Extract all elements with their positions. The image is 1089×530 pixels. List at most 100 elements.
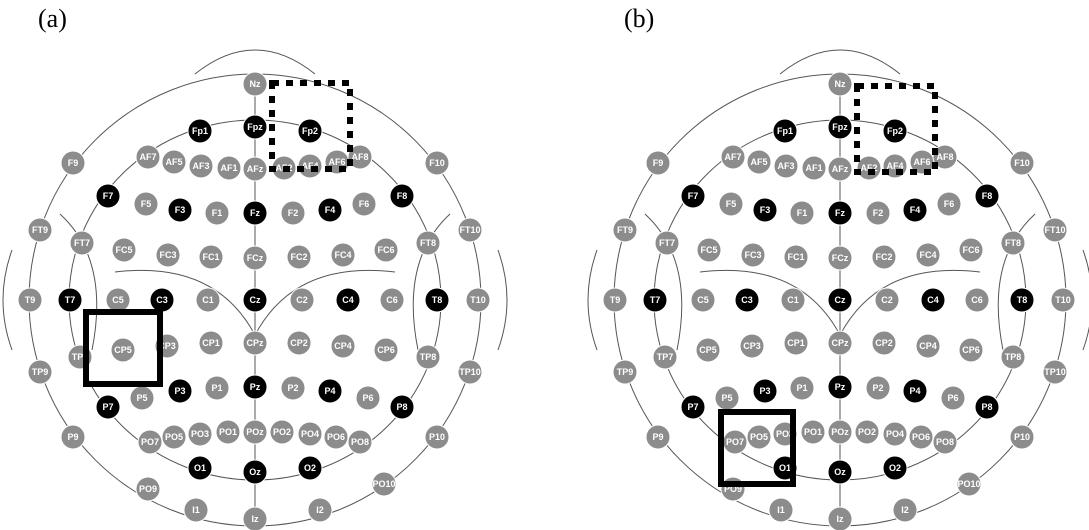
electrode-t8: T8 <box>1009 287 1035 313</box>
electrode-label: Fp1 <box>777 126 793 136</box>
electrode-p9: P9 <box>645 424 671 450</box>
electrode-po6: PO6 <box>908 424 934 450</box>
electrode-label: PO4 <box>301 429 319 439</box>
electrode-c1: C1 <box>780 287 806 313</box>
electrode-label: P7 <box>102 402 113 412</box>
electrode-label: F9 <box>653 158 664 168</box>
electrode-fc1: FC1 <box>198 244 224 270</box>
electrode-label: AF8 <box>351 152 368 162</box>
electrode-dot <box>371 471 397 497</box>
electrode-dot <box>187 421 213 447</box>
electrode-dot <box>167 197 193 223</box>
electrode-label: FC6 <box>377 245 394 255</box>
electrode-dot <box>932 429 958 455</box>
electrode-dot <box>424 424 450 450</box>
electrode-label: PO4 <box>886 429 904 439</box>
electrode-dot <box>827 71 853 97</box>
electrode-label: AFz <box>247 164 264 174</box>
electrode-dot <box>415 344 441 370</box>
electrode-dot <box>612 359 638 385</box>
electrode-label: FC4 <box>919 250 936 260</box>
electrode-dot <box>27 359 53 385</box>
electrode-label: C3 <box>156 295 168 305</box>
electrode-o2: O2 <box>882 455 908 481</box>
electrode-label: CP6 <box>962 345 980 355</box>
electrode-po9: PO9 <box>135 476 161 502</box>
electrode-dot <box>783 244 809 270</box>
electrode-label: T10 <box>1055 295 1071 305</box>
electrode-label: P6 <box>947 393 958 403</box>
electrode-label: CP1 <box>202 338 220 348</box>
electrode-label: P3 <box>174 386 185 396</box>
electrode-label: PO2 <box>273 427 291 437</box>
solid-highlight-box <box>83 309 163 387</box>
electrode-label: PO9 <box>139 484 157 494</box>
dotted-highlight-box <box>269 80 353 172</box>
electrode-label: PO6 <box>327 432 345 442</box>
electrode-label: C1 <box>202 295 214 305</box>
electrode-label: I2 <box>901 505 909 515</box>
electrode-dot <box>297 421 323 447</box>
electrode-p6: P6 <box>940 385 966 411</box>
electrode-dot <box>865 200 891 226</box>
electrode-f6: F6 <box>351 191 377 217</box>
electrode-label: Iz <box>251 514 259 524</box>
electrode-c6: C6 <box>964 287 990 313</box>
electrode-dot <box>974 394 1000 420</box>
electrode-f2: F2 <box>865 200 891 226</box>
electrode-label: F7 <box>688 191 699 201</box>
electrode-label: FC6 <box>962 245 979 255</box>
electrode-dot <box>892 497 918 523</box>
electrode-label: FT9 <box>32 225 48 235</box>
electrode-i2: I2 <box>307 497 333 523</box>
electrode-label: FT7 <box>74 238 90 248</box>
electrode-label: PO8 <box>351 437 369 447</box>
electrode-pz: Pz <box>242 374 268 400</box>
electrode-label: C6 <box>386 295 398 305</box>
electrode-dot <box>57 287 83 313</box>
electrode-af7: AF7 <box>135 144 161 170</box>
electrode-label: AF2 <box>860 163 877 173</box>
electrode-label: CPz <box>831 338 849 348</box>
electrode-dot <box>215 419 241 445</box>
electrode-dot <box>187 118 213 144</box>
electrode-t8: T8 <box>424 287 450 313</box>
electrode-label: TP9 <box>32 367 49 377</box>
electrode-label: CP5 <box>699 345 717 355</box>
electrode-label: FT8 <box>420 238 436 248</box>
electrode-dot <box>457 217 483 243</box>
electrode-label: Pz <box>835 382 846 392</box>
electrode-dot <box>602 287 628 313</box>
electrode-pz: Pz <box>827 374 853 400</box>
electrode-dot <box>60 424 86 450</box>
electrode-label: F10 <box>429 158 445 168</box>
electrode-t7: T7 <box>642 287 668 313</box>
electrode-label: P10 <box>1014 432 1030 442</box>
electrode-dot <box>195 287 221 313</box>
electrode-dot <box>347 429 373 455</box>
electrode-po8: PO8 <box>932 429 958 455</box>
electrode-po9: PO9 <box>720 476 746 502</box>
electrode-f4: F4 <box>902 197 928 223</box>
electrode-ft7: FT7 <box>654 230 680 256</box>
electrode-dot <box>379 287 405 313</box>
electrode-po10: PO10 <box>956 471 982 497</box>
electrode-dot <box>95 183 121 209</box>
electrode-po10: PO10 <box>371 471 397 497</box>
electrode-dot <box>882 118 908 144</box>
electrode-fp2: Fp2 <box>882 118 908 144</box>
panel-b-head-map: Nz Fp1 Fpz Fp2 F9 AF7 AF5 AF3 AF1 AFz AF2 AF4 AF6 AF8… <box>587 49 1089 530</box>
electrode-dot <box>800 419 826 445</box>
electrode-label: AF8 <box>936 152 953 162</box>
electrode-po2: PO2 <box>269 419 295 445</box>
electrode-label: PO6 <box>912 432 930 442</box>
electrode-label: Nz <box>835 79 846 89</box>
electrode-label: FC2 <box>290 252 307 262</box>
electrode-p9: P9 <box>60 424 86 450</box>
electrode-p2: P2 <box>865 375 891 401</box>
electrode-dot <box>1042 359 1068 385</box>
electrode-dot <box>415 230 441 256</box>
electrode-tp8: TP8 <box>415 344 441 370</box>
